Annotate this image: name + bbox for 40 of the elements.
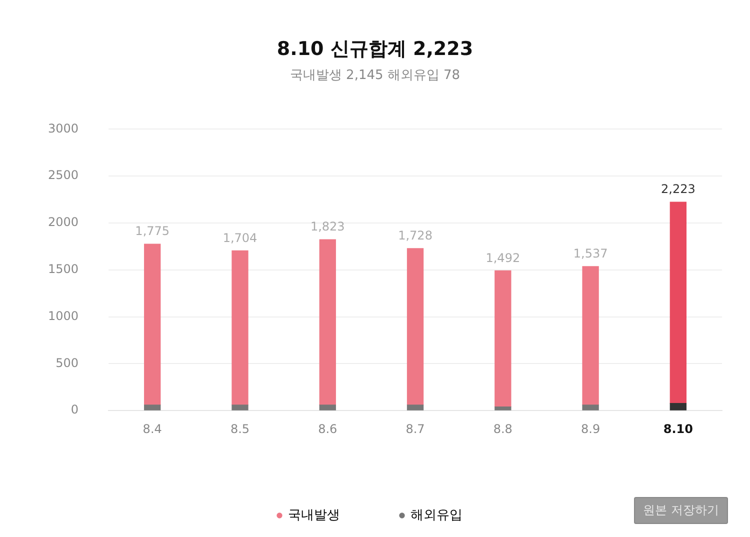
total-label: 1,728 xyxy=(398,228,432,243)
chart-title: 8.10 신규합계 2,223 xyxy=(276,37,474,62)
total-label: 1,775 xyxy=(135,224,170,238)
bar xyxy=(582,404,599,410)
bar xyxy=(406,248,424,406)
y-tick-label: 1000 xyxy=(48,308,79,323)
total-label: 1,704 xyxy=(222,230,258,245)
total-label: 2,223 xyxy=(661,182,696,196)
bar xyxy=(670,202,687,404)
bar xyxy=(406,404,424,410)
x-tick-label: 8.6 xyxy=(318,422,338,436)
bar xyxy=(144,244,161,406)
x-tick-label: 8.9 xyxy=(580,422,600,436)
bar xyxy=(670,402,687,410)
bar xyxy=(582,266,599,406)
bar xyxy=(494,270,512,408)
y-tick-label: 2500 xyxy=(48,168,79,182)
y-tick-label: 1500 xyxy=(48,262,79,276)
x-tick-label: 8.10 xyxy=(663,422,693,436)
bar xyxy=(494,406,512,410)
x-tick-label: 8.8 xyxy=(493,422,512,436)
y-tick-label: 0 xyxy=(70,402,79,417)
text: 원본 저장하기 xyxy=(634,497,728,524)
chart-subtitle: 국내발생 2,145 해외유입 78 xyxy=(288,67,462,84)
x-tick-label: 8.4 xyxy=(142,422,162,436)
legend-label: 해외유입 xyxy=(410,508,462,523)
bar xyxy=(319,404,336,410)
bar xyxy=(232,404,248,410)
y-tick-label: 2000 xyxy=(48,215,79,230)
y-tick-label: 500 xyxy=(56,356,79,370)
bar xyxy=(232,250,248,406)
x-tick-label: 8.5 xyxy=(230,422,250,436)
y-tick-label: 3000 xyxy=(48,121,79,136)
bar xyxy=(319,239,336,406)
total-label: 1,492 xyxy=(486,250,520,265)
total-label: 1,823 xyxy=(310,220,345,234)
x-tick-label: 8.7 xyxy=(406,422,425,436)
legend-label: 국내발생 xyxy=(288,508,340,523)
total-label: 1,537 xyxy=(573,246,608,261)
bar xyxy=(144,404,161,410)
